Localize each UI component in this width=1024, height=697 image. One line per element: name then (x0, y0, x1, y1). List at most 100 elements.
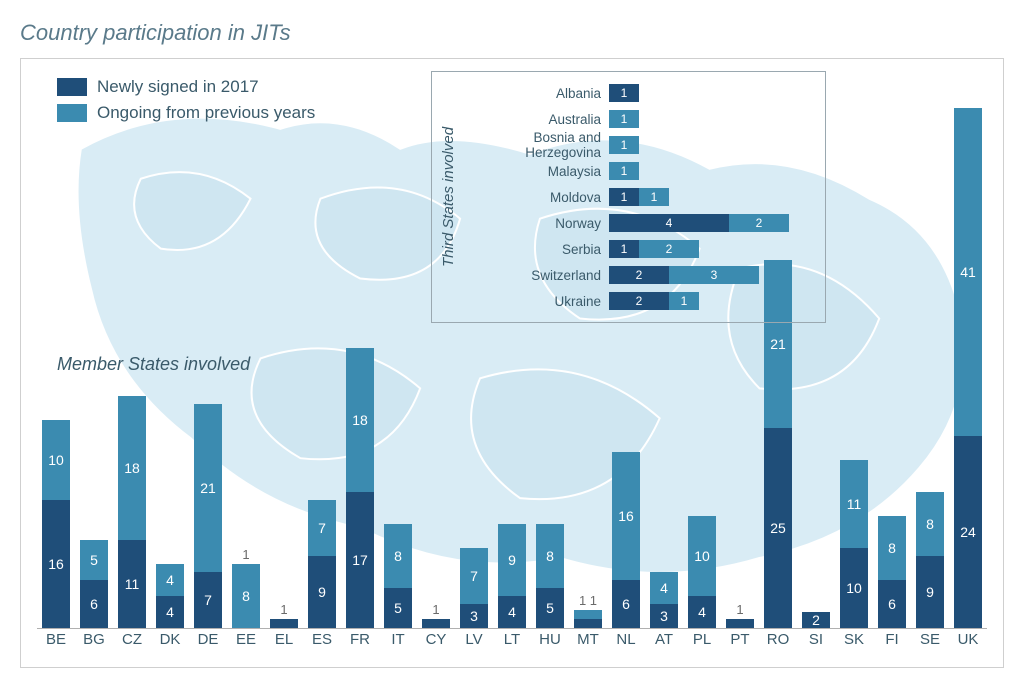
bar-col: 1 (265, 93, 303, 628)
inset-seg-ongoing: 1 (609, 110, 639, 128)
inset-row: Malaysia1 (459, 158, 815, 184)
x-axis-label: DK (151, 631, 189, 653)
x-axis-labels: BEBGCZDKDEEEELESFRITCYLVLTHUMTNLATPLPTRO… (37, 631, 987, 653)
inset-seg-ongoing: 2 (729, 214, 789, 232)
inset-bar: 21 (609, 292, 699, 310)
x-axis-label: UK (949, 631, 987, 653)
bar-col: 79 (303, 93, 341, 628)
bar-seg-ongoing: 10 (688, 516, 716, 596)
inset-seg-newly: 2 (609, 292, 669, 310)
x-axis-label: BE (37, 631, 75, 653)
x-axis-label: DE (189, 631, 227, 653)
bar-stub-newly (574, 619, 602, 628)
inset-bar: 1 (609, 110, 639, 128)
inset-row-label: Serbia (459, 242, 609, 257)
inset-row: Serbia12 (459, 236, 815, 262)
x-axis-label: PT (721, 631, 759, 653)
inset-row: Switzerland23 (459, 262, 815, 288)
inset-seg-ongoing: 1 (669, 292, 699, 310)
x-axis-label: FR (341, 631, 379, 653)
bar-seg-ongoing: 18 (118, 396, 146, 540)
inset-row-label: Albania (459, 86, 609, 101)
bar-seg-newly: 9 (916, 556, 944, 628)
bar-seg-ongoing: 8 (384, 524, 412, 588)
bar-small-label: 1 (270, 602, 298, 619)
x-axis-label: SI (797, 631, 835, 653)
bar-seg-newly: 6 (612, 580, 640, 628)
x-axis-label: HU (531, 631, 569, 653)
legend-label-newly: Newly signed in 2017 (97, 77, 259, 97)
inset-row-label: Bosnia and Herzegovina (459, 130, 609, 160)
inset-bar: 12 (609, 240, 699, 258)
inset-row: Moldova11 (459, 184, 815, 210)
inset-seg-newly: 1 (609, 240, 639, 258)
bar-col: 89 (911, 93, 949, 628)
bar-seg-ongoing: 9 (498, 524, 526, 596)
inset-row: Australia1 (459, 106, 815, 132)
inset-row-label: Switzerland (459, 268, 609, 283)
bar-stub-newly (422, 619, 450, 628)
bar-seg-ongoing: 7 (460, 548, 488, 604)
bar-seg-ongoing: 16 (612, 452, 640, 580)
chart-frame: Newly signed in 2017 Ongoing from previo… (20, 58, 1004, 668)
bar-seg-ongoing: 18 (346, 348, 374, 492)
inset-row-label: Ukraine (459, 294, 609, 309)
bar-seg-ongoing: 41 (954, 108, 982, 436)
bar-seg-newly: 11 (118, 540, 146, 628)
bar-col: 1817 (341, 93, 379, 628)
bar-seg-newly: 9 (308, 556, 336, 628)
inset-row-label: Australia (459, 112, 609, 127)
x-axis-label: NL (607, 631, 645, 653)
bar-seg-newly: 4 (688, 596, 716, 628)
bar-small-label: 1 (726, 602, 754, 619)
bar-seg-ongoing: 5 (80, 540, 108, 580)
x-axis-label: CZ (113, 631, 151, 653)
inset-row: Bosnia and Herzegovina1 (459, 132, 815, 158)
bar-seg-newly: 6 (878, 580, 906, 628)
inset-title: Third States involved (438, 80, 459, 314)
legend-item-newly: Newly signed in 2017 (57, 77, 315, 97)
inset-seg-ongoing: 1 (609, 136, 639, 154)
chart-title: Country participation in JITs (20, 20, 1004, 46)
inset-seg-ongoing: 1 (639, 188, 669, 206)
inset-bar: 1 (609, 162, 639, 180)
bar-seg-newly: 3 (460, 604, 488, 628)
x-axis-label: FI (873, 631, 911, 653)
bar-seg-newly: 4 (498, 596, 526, 628)
member-states-label: Member States involved (57, 354, 250, 375)
inset-seg-ongoing: 2 (639, 240, 699, 258)
bar-seg-newly: 25 (764, 428, 792, 628)
bar-seg-ongoing: 21 (194, 404, 222, 572)
inset-seg-newly: 2 (609, 266, 669, 284)
inset-row-label: Norway (459, 216, 609, 231)
bar-seg-ongoing: 8 (232, 564, 260, 628)
x-axis-label: SE (911, 631, 949, 653)
bar-col: 4124 (949, 93, 987, 628)
inset-bar: 23 (609, 266, 759, 284)
x-axis-label: EE (227, 631, 265, 653)
x-axis-label: PL (683, 631, 721, 653)
inset-seg-ongoing: 1 (609, 162, 639, 180)
x-axis-label: EL (265, 631, 303, 653)
bar-seg-ongoing: 7 (308, 500, 336, 556)
bar-seg-newly: 4 (156, 596, 184, 628)
inset-bar: 42 (609, 214, 789, 232)
bar-seg-ongoing: 4 (156, 564, 184, 596)
x-axis-label: RO (759, 631, 797, 653)
bar-seg-ongoing: 10 (42, 420, 70, 500)
bar-seg-newly: 5 (536, 588, 564, 628)
legend: Newly signed in 2017 Ongoing from previo… (57, 77, 315, 129)
bar-seg-newly: 2 (802, 612, 830, 628)
x-axis-label: IT (379, 631, 417, 653)
x-axis-label: LT (493, 631, 531, 653)
bar-seg-ongoing: 8 (916, 492, 944, 556)
bar-seg-newly: 7 (194, 572, 222, 628)
x-axis-label: SK (835, 631, 873, 653)
inset-row: Ukraine21 (459, 288, 815, 314)
x-axis-label: CY (417, 631, 455, 653)
inset-row-label: Malaysia (459, 164, 609, 179)
inset-bar: 11 (609, 188, 669, 206)
inset-seg-newly: 1 (609, 84, 639, 102)
bar-seg-ongoing: 8 (536, 524, 564, 588)
inset-rows: Albania1Australia1Bosnia and Herzegovina… (459, 80, 815, 314)
